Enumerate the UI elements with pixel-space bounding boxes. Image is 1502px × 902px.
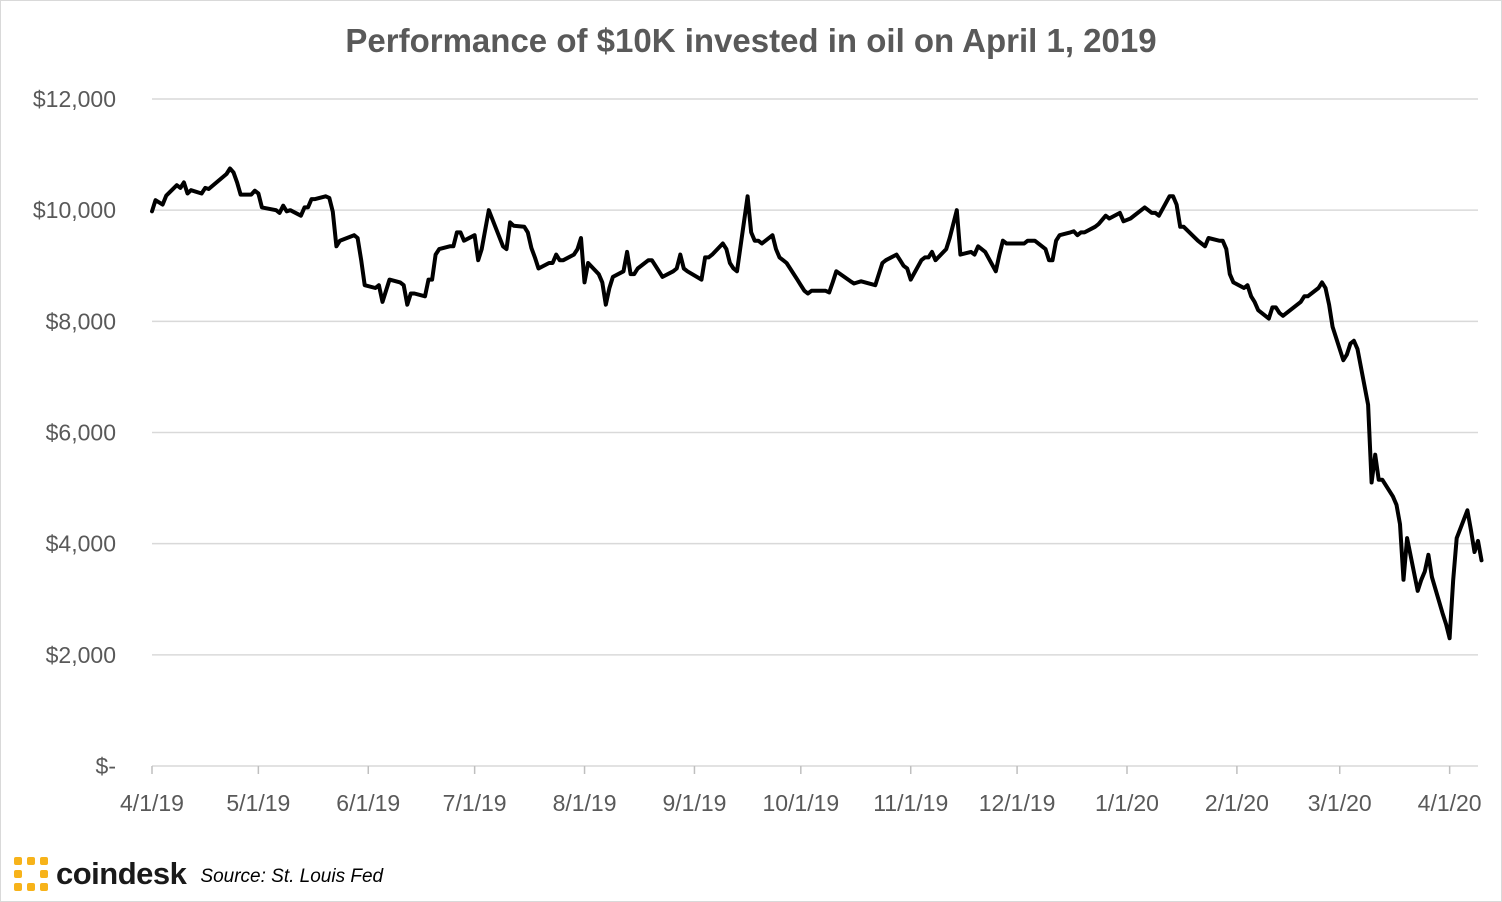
y-tick-label: $- <box>96 753 116 779</box>
x-tick-label: 4/1/19 <box>120 790 184 816</box>
footer: coindesk Source: St. Louis Fed <box>14 856 383 892</box>
source-note: Source: St. Louis Fed <box>200 866 384 887</box>
chart-title: Performance of $10K invested in oil on A… <box>345 22 1157 59</box>
x-tick-label: 1/1/20 <box>1095 790 1159 816</box>
y-tick-label: $8,000 <box>46 308 116 334</box>
y-tick-label: $2,000 <box>46 642 116 668</box>
series-line <box>150 166 1484 641</box>
x-tick-label: 4/1/20 <box>1418 790 1482 816</box>
gridlines <box>152 98 1478 656</box>
y-tick-label: $12,000 <box>33 86 116 112</box>
x-axis: 4/1/19 5/1/19 6/1/19 7/1/19 8/1/19 9/1/19 10/1… <box>120 765 1482 816</box>
x-tick-label: 6/1/19 <box>336 790 400 816</box>
x-tick-label: 8/1/19 <box>553 790 617 816</box>
series-group <box>150 166 1484 641</box>
y-tick-label: $10,000 <box>33 197 116 223</box>
y-axis: $- $2,000 $4,000 $6,000 $8,000 $10,000 $12,000 <box>33 86 116 779</box>
x-tick-label: 7/1/19 <box>443 790 507 816</box>
x-tick-label: 3/1/20 <box>1308 790 1372 816</box>
x-tick-label: 10/1/19 <box>762 790 839 816</box>
x-tick-label: 5/1/19 <box>226 790 290 816</box>
x-tick-label: 12/1/19 <box>979 790 1056 816</box>
y-tick-label: $4,000 <box>46 531 116 557</box>
x-tick-label: 2/1/20 <box>1205 790 1269 816</box>
coindesk-logo-icon <box>14 857 48 891</box>
brand-name: coindesk <box>56 856 187 891</box>
y-tick-label: $6,000 <box>46 420 116 446</box>
x-tick-label: 11/1/19 <box>873 790 948 816</box>
x-tick-label: 9/1/19 <box>662 790 726 816</box>
